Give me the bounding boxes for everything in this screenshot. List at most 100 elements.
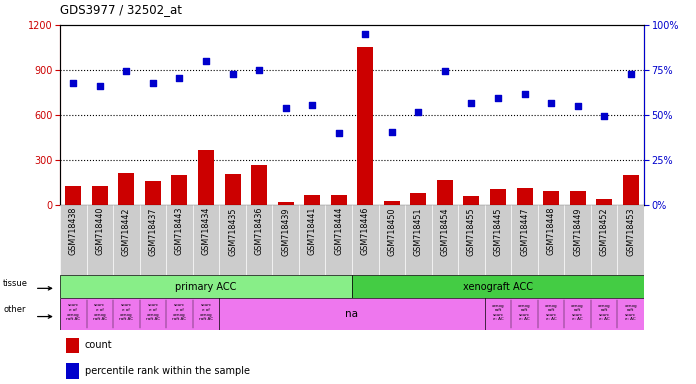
Bar <box>352 275 644 298</box>
Bar <box>357 48 373 205</box>
Text: GSM718451: GSM718451 <box>414 207 423 256</box>
Bar <box>623 175 639 205</box>
Bar <box>145 181 161 205</box>
Text: GSM718443: GSM718443 <box>175 207 184 255</box>
Bar <box>617 205 644 275</box>
Bar <box>484 205 512 275</box>
Bar <box>464 196 480 205</box>
Text: other: other <box>3 305 26 314</box>
Text: count: count <box>84 340 112 350</box>
Bar <box>516 188 532 205</box>
Bar <box>60 205 86 275</box>
Text: sourc
e of
xenog
raft AC: sourc e of xenog raft AC <box>199 303 213 321</box>
Bar <box>219 205 246 275</box>
Bar <box>140 205 166 275</box>
Point <box>493 96 504 102</box>
Bar <box>225 174 241 205</box>
Text: xenog
raft
sourc
e: AC: xenog raft sourc e: AC <box>624 303 637 321</box>
Bar <box>66 338 79 353</box>
Bar <box>352 205 379 275</box>
Point <box>360 31 371 37</box>
Text: GSM718446: GSM718446 <box>361 207 370 255</box>
Bar <box>60 275 352 298</box>
Bar <box>299 205 326 275</box>
Bar <box>490 189 506 205</box>
Bar <box>66 364 79 379</box>
Text: sourc
e of
xenog
raft AC: sourc e of xenog raft AC <box>119 303 134 321</box>
Bar <box>86 205 113 275</box>
Point <box>599 113 610 119</box>
Point <box>386 128 397 134</box>
Text: GSM718450: GSM718450 <box>387 207 396 256</box>
Bar <box>113 205 140 275</box>
Text: na: na <box>345 309 358 319</box>
Text: xenograft ACC: xenograft ACC <box>463 281 533 291</box>
Bar <box>278 202 294 205</box>
Bar <box>246 205 272 275</box>
Text: GSM718439: GSM718439 <box>281 207 290 256</box>
Text: GSM718447: GSM718447 <box>520 207 529 256</box>
Bar <box>166 205 193 275</box>
Text: GSM718449: GSM718449 <box>573 207 582 256</box>
Text: xenog
raft
sourc
e: AC: xenog raft sourc e: AC <box>519 303 531 321</box>
Bar <box>118 173 134 205</box>
Bar <box>411 193 427 205</box>
Bar <box>326 205 352 275</box>
Text: GSM718440: GSM718440 <box>95 207 104 255</box>
Bar <box>92 185 108 205</box>
Text: xenog
raft
sourc
e: AC: xenog raft sourc e: AC <box>571 303 584 321</box>
Point <box>227 71 238 78</box>
Point <box>148 80 159 86</box>
Bar <box>304 195 320 205</box>
Text: GSM718452: GSM718452 <box>600 207 609 256</box>
Bar <box>331 195 347 205</box>
Text: GSM718454: GSM718454 <box>441 207 450 256</box>
Text: GSM718444: GSM718444 <box>334 207 343 255</box>
Point <box>307 102 318 108</box>
Bar <box>569 191 585 205</box>
Bar <box>564 205 591 275</box>
Point <box>625 71 636 77</box>
Text: GSM718453: GSM718453 <box>626 207 635 256</box>
Bar <box>543 191 559 205</box>
Text: xenog
raft
sourc
e: AC: xenog raft sourc e: AC <box>598 303 610 321</box>
Text: sourc
e of
xenog
raft AC: sourc e of xenog raft AC <box>173 303 187 321</box>
Point <box>333 130 345 136</box>
Point <box>94 83 105 89</box>
Point <box>68 80 79 86</box>
Text: xenog
raft
sourc
e: AC: xenog raft sourc e: AC <box>491 303 505 321</box>
Bar <box>596 199 612 205</box>
Bar <box>272 205 299 275</box>
Text: percentile rank within the sample: percentile rank within the sample <box>84 366 250 376</box>
Text: GSM718435: GSM718435 <box>228 207 237 256</box>
Bar <box>405 205 432 275</box>
Text: sourc
e of
xenog
raft AC: sourc e of xenog raft AC <box>66 303 80 321</box>
Text: GSM718448: GSM718448 <box>546 207 555 255</box>
Point <box>466 100 477 106</box>
Text: sourc
e of
xenog
raft AC: sourc e of xenog raft AC <box>93 303 107 321</box>
Bar <box>251 165 267 205</box>
Point <box>439 68 450 74</box>
Bar <box>591 205 617 275</box>
Text: GSM718434: GSM718434 <box>202 207 210 255</box>
Bar <box>458 205 484 275</box>
Bar <box>193 205 219 275</box>
Point <box>121 68 132 74</box>
Text: GSM718441: GSM718441 <box>308 207 317 255</box>
Point <box>174 75 185 81</box>
Point <box>253 67 264 73</box>
Point <box>280 105 291 111</box>
Point <box>572 103 583 109</box>
Bar <box>171 175 187 205</box>
Bar <box>65 185 81 205</box>
Bar <box>198 149 214 205</box>
Point <box>200 58 212 64</box>
Text: xenog
raft
sourc
e: AC: xenog raft sourc e: AC <box>545 303 557 321</box>
Text: tissue: tissue <box>3 278 28 288</box>
Text: GSM718442: GSM718442 <box>122 207 131 256</box>
Point <box>546 100 557 106</box>
Text: GDS3977 / 32502_at: GDS3977 / 32502_at <box>60 3 182 16</box>
Text: GSM718445: GSM718445 <box>493 207 503 256</box>
Text: GSM718438: GSM718438 <box>69 207 78 255</box>
Text: GSM718436: GSM718436 <box>255 207 264 255</box>
